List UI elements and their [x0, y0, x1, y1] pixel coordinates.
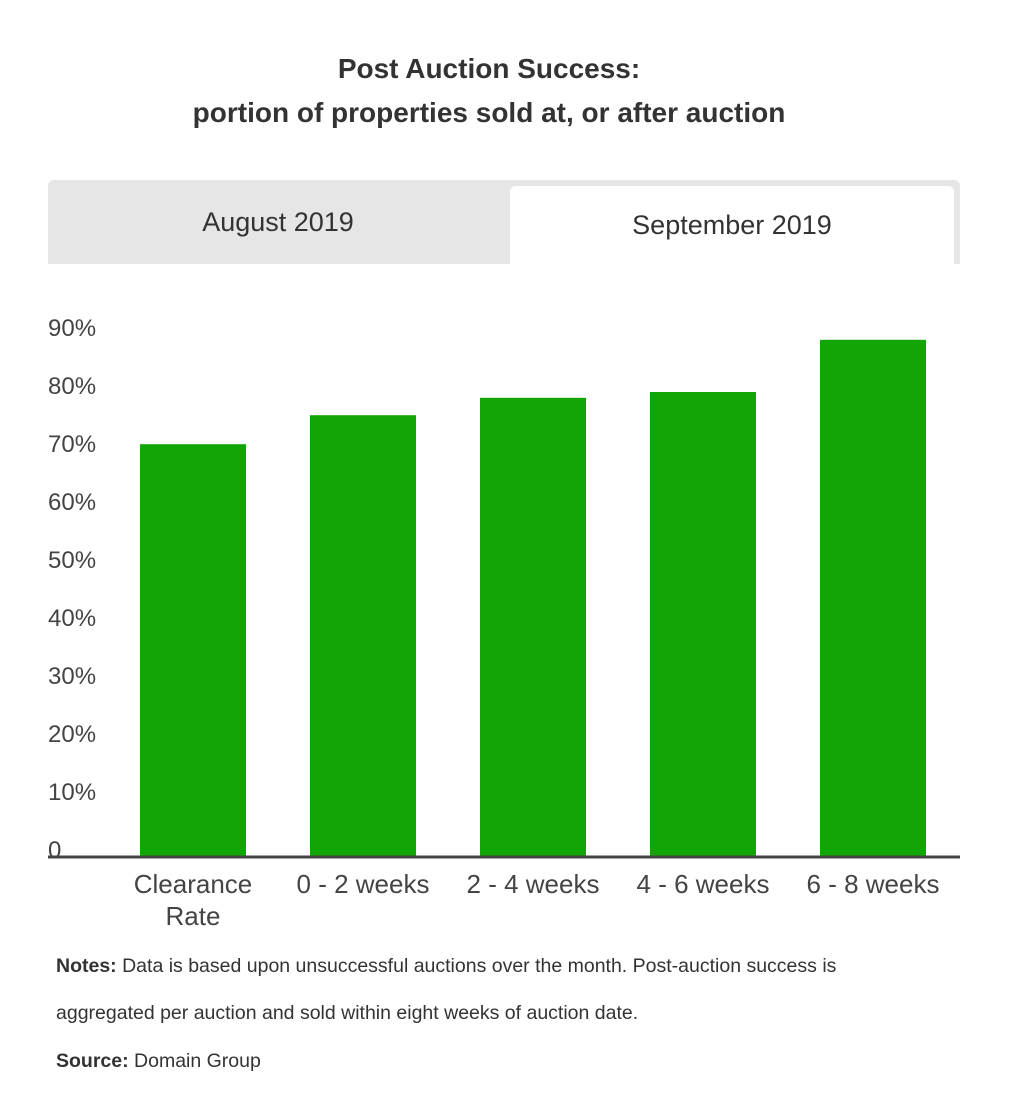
source-line: Source: Domain Group [56, 1050, 956, 1073]
x-category-label: 2 - 4 weeks [467, 869, 600, 899]
y-tick-label: 70% [48, 431, 96, 458]
tab-september-2019[interactable]: September 2019 [510, 186, 954, 264]
y-tick-label: 60% [48, 489, 96, 516]
y-tick-label: 20% [48, 721, 96, 748]
x-category-label: 0 - 2 weeks [297, 869, 430, 899]
notes-line-2: aggregated per auction and sold within e… [56, 1002, 956, 1025]
y-tick-label: 0 [48, 837, 61, 864]
notes-text-2: aggregated per auction and sold within e… [56, 1002, 639, 1024]
bar [650, 392, 756, 856]
chart-title: Post Auction Success: [337, 53, 641, 84]
notes-label: Notes: [56, 955, 117, 977]
chart-subtitle: portion of properties sold at, or after … [192, 97, 786, 128]
month-tabs: August 2019 September 2019 [48, 180, 960, 264]
y-tick-label: 50% [48, 547, 96, 574]
bar-chart: 0 10% 20% 30% 40% 50% 60% 70% 80% 90% Clearance Rat… [48, 315, 960, 931]
y-tick-label: 40% [48, 605, 96, 632]
y-tick-label: 80% [48, 373, 96, 400]
y-tick-label: 30% [48, 663, 96, 690]
x-category-label: 6 - 8 weeks [807, 869, 940, 899]
notes-text-1: Data is based upon unsuccessful auctions… [122, 955, 837, 977]
bar [820, 339, 926, 856]
x-category-label: Clearance Rate [134, 869, 253, 931]
bar [310, 415, 416, 856]
bar [480, 397, 586, 856]
bar [140, 444, 246, 856]
tab-august-2019[interactable]: August 2019 [202, 206, 354, 237]
notes-line-1: Notes: Data is based upon unsuccessful a… [56, 955, 956, 978]
source-text: Domain Group [134, 1050, 261, 1072]
y-tick-label: 10% [48, 779, 96, 806]
x-category-label: 4 - 6 weeks [637, 869, 770, 899]
source-label: Source: [56, 1050, 129, 1072]
y-tick-label: 90% [48, 315, 96, 342]
